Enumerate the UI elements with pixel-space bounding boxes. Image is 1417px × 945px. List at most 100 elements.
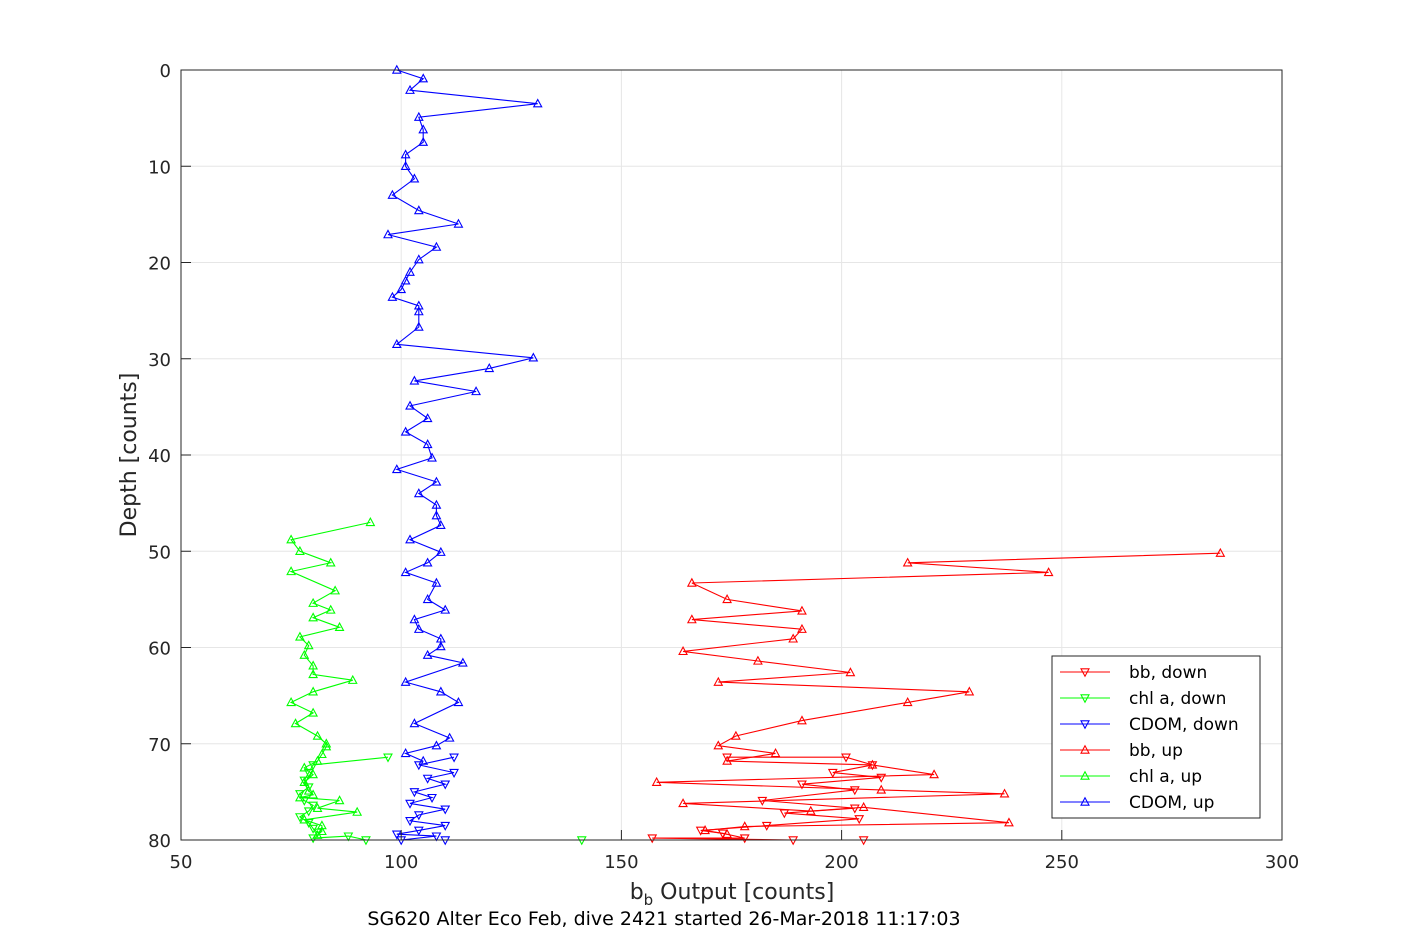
data-point [413,306,424,316]
data-point [405,266,415,276]
data-point [678,798,688,808]
data-point [325,604,336,614]
data-point [409,173,420,183]
series-bb-up [651,547,1226,838]
series-line [298,756,582,841]
data-point [876,773,887,783]
legend-marker [1080,694,1090,704]
data-point [405,84,415,94]
data-point [308,761,319,771]
data-point [286,566,297,576]
data-point [400,149,411,159]
data-point [422,439,433,449]
data-point [413,623,424,633]
data-point [739,834,750,844]
y-tick-label: 60 [148,639,171,660]
legend-label: bb, up [1129,741,1183,761]
data-point [431,499,442,509]
data-point [400,160,411,170]
data-point [308,660,319,670]
data-point [576,836,587,846]
data-point [405,817,415,827]
data-point [286,697,297,707]
data-point [422,557,433,567]
data-point [294,790,305,800]
y-tick-label: 10 [148,157,171,178]
data-point [413,488,424,498]
series-chl-a-up [286,517,376,839]
data-point [713,676,724,686]
data-point [413,205,424,215]
data-point [299,762,310,772]
x-axis-label-subscript: b [644,891,654,909]
data-point [427,452,437,462]
data-point [391,464,402,474]
data-point [440,780,451,790]
data-point [449,768,459,778]
data-point [334,795,345,805]
data-point [651,776,662,786]
y-tick-label: 0 [160,61,171,82]
data-point [431,740,442,750]
data-point [431,577,442,587]
data-point [722,828,733,838]
data-point [700,825,710,835]
data-point [294,813,305,823]
data-point [303,807,314,817]
data-point [294,792,305,802]
data-point [361,836,371,846]
legend-marker [1080,720,1090,730]
data-point [413,300,424,310]
data-point [435,686,446,696]
data-point [867,759,878,769]
data-point [413,254,424,264]
x-tick-label: 100 [384,852,418,873]
legend-marker [1080,744,1090,754]
data-point [312,755,323,765]
data-point [308,769,319,779]
data-point [431,241,442,251]
data-point [797,715,807,725]
data-point [409,718,420,728]
data-point [686,614,697,624]
data-point [312,802,323,812]
data-point [409,788,420,798]
data-point [440,604,451,614]
legend-item: chl a, up [1060,767,1202,787]
data-point [413,321,424,331]
data-point [387,291,398,301]
data-point [528,352,539,362]
data-point [400,748,411,758]
data-point [308,789,319,799]
data-point [678,645,688,656]
legend-item: chl a, down [1060,689,1226,709]
legend-item: bb, up [1060,741,1183,761]
data-point [418,755,429,765]
legend-label: chl a, down [1129,689,1226,709]
series-cdom-up [383,64,543,765]
data-point [854,815,865,825]
y-tick-label: 30 [148,350,171,371]
data-point [299,814,310,824]
data-point [400,426,411,436]
data-point [400,275,411,285]
data-point [449,753,459,763]
data-point [453,218,464,228]
data-point [396,284,407,294]
legend: bb, down chl a, down CDOM, down bb, up chl a… [1051,655,1261,819]
data-point [471,386,481,396]
data-point [413,111,424,121]
data-point [422,594,433,604]
data-point [440,805,451,815]
series-line [656,552,1221,835]
data-point [1215,547,1226,557]
data-point [387,189,398,199]
data-point [435,519,446,529]
data-point [391,338,402,349]
data-point [413,761,424,771]
y-axis-label: Depth [counts] [117,373,142,538]
legend-label: CDOM, down [1129,715,1239,735]
data-point [334,621,345,631]
data-point [352,806,363,816]
